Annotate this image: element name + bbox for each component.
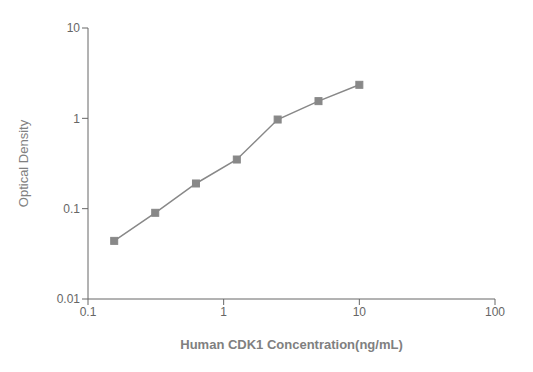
svg-text:100: 100: [485, 305, 505, 319]
svg-text:1: 1: [220, 305, 227, 319]
svg-text:10: 10: [353, 305, 367, 319]
svg-text:Human CDK1 Concentration(ng/mL: Human CDK1 Concentration(ng/mL): [180, 337, 402, 352]
svg-text:0.1: 0.1: [63, 202, 80, 216]
svg-text:1: 1: [73, 112, 80, 126]
svg-text:10: 10: [67, 21, 81, 35]
svg-text:0.1: 0.1: [80, 305, 97, 319]
svg-text:0.01: 0.01: [57, 292, 81, 306]
svg-text:Optical Density: Optical Density: [16, 119, 31, 207]
